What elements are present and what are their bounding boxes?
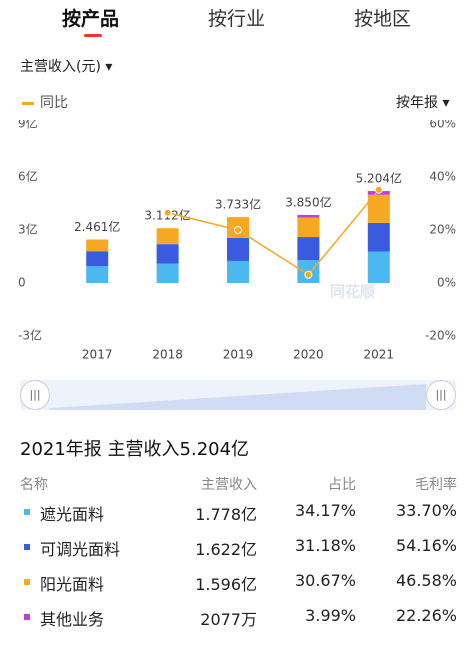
line-point <box>374 185 383 194</box>
chart: 同花顺 -3亿 0 3亿 6亿 9亿 -20% 0% 20% 40% 60% 2017 2.461亿 2… <box>18 120 456 362</box>
bar-segment <box>297 217 320 238</box>
total-label: 5.204亿 <box>356 171 402 186</box>
row-cell: 1.778亿 <box>195 505 257 524</box>
line-point <box>304 270 313 279</box>
metric-label: 主营收入(元) <box>20 59 101 75</box>
y-tick-label: 6亿 <box>18 169 38 184</box>
table-title: 2021年报 主营收入5.204亿 <box>20 439 250 460</box>
line-point <box>234 226 242 234</box>
row-cell: 1.622亿 <box>195 540 257 559</box>
x-tick-label: 2021 <box>364 348 395 362</box>
row-cell: 2077万 <box>200 610 257 629</box>
bar-segment <box>227 260 249 283</box>
bar-segment <box>86 239 109 252</box>
bar-segment <box>156 263 179 283</box>
row-name: 可调光面料 <box>40 540 121 559</box>
watermark: 同花顺 <box>330 283 375 301</box>
legend-dot <box>24 614 30 620</box>
legend-swatch <box>22 101 34 105</box>
legend-label: 同比 <box>40 95 68 111</box>
legend-dot <box>24 544 30 550</box>
table-header: 名称 <box>20 477 48 493</box>
y2-tick-label: 0% <box>437 276 456 290</box>
row-cell: 31.18% <box>294 536 356 555</box>
slider-handle[interactable]: ||| <box>20 380 50 410</box>
row-name: 阳光面料 <box>40 575 105 594</box>
x-tick-label: 2017 <box>82 348 113 362</box>
row-cell: 22.26% <box>395 606 457 625</box>
row-name: 其他业务 <box>40 610 105 629</box>
total-label: 2.461亿 <box>74 219 120 234</box>
slider-handle[interactable]: ||| <box>426 380 456 410</box>
row-cell: 34.17% <box>294 501 356 520</box>
tab-indicator <box>84 34 102 37</box>
x-tick-label: 2019 <box>223 348 254 362</box>
row-cell: 33.70% <box>395 501 457 520</box>
table-header: 毛利率 <box>415 477 457 493</box>
tab[interactable]: 按产品 <box>62 8 120 30</box>
y2-tick-label: 40% <box>429 170 456 184</box>
period-label: 按年报 <box>396 95 438 111</box>
row-cell: 30.67% <box>294 571 356 590</box>
table-header: 主营收入 <box>201 477 257 493</box>
slider-area <box>50 384 426 410</box>
metric-selector[interactable]: 主营收入(元) ▾ <box>20 59 113 75</box>
legend-dot <box>24 579 30 585</box>
y-tick-label: 3亿 <box>18 222 38 237</box>
tab[interactable]: 按地区 <box>354 8 412 30</box>
bar-segment <box>86 251 109 267</box>
total-label: 3.850亿 <box>285 194 331 209</box>
y2-tick-label: -20% <box>425 329 456 343</box>
legend-dot <box>24 509 30 515</box>
row-cell: 54.16% <box>395 536 457 555</box>
slider-preview <box>50 384 426 410</box>
bar-segment <box>297 237 320 261</box>
bar-segment <box>367 222 390 252</box>
legend: 同比 <box>22 92 68 112</box>
row-name: 遮光面料 <box>40 505 105 524</box>
bar-segment <box>156 228 179 245</box>
period-selector[interactable]: 按年报 ▾ <box>396 95 450 111</box>
y-tick-label: 9亿 <box>18 120 38 131</box>
x-tick-label: 2020 <box>293 348 324 362</box>
table-header: 占比 <box>328 477 356 493</box>
line-point <box>163 208 172 217</box>
bar-segment <box>156 244 179 264</box>
row-cell: 1.596亿 <box>195 575 257 594</box>
row-cell: 3.99% <box>305 606 356 625</box>
row-cell: 46.58% <box>395 571 457 590</box>
y-tick-label: -3亿 <box>18 328 42 343</box>
line <box>167 189 380 276</box>
y2-tick-label: 20% <box>429 223 456 237</box>
x-tick-label: 2018 <box>152 348 183 362</box>
bar-segment <box>297 214 320 218</box>
bar-segment <box>227 237 249 261</box>
tab[interactable]: 按行业 <box>208 8 266 30</box>
bar-segment <box>367 194 390 223</box>
y2-tick-label: 60% <box>429 120 456 131</box>
y-tick-label: 0 <box>18 276 26 290</box>
range-slider[interactable]: ||| ||| <box>20 380 456 410</box>
bar-segment <box>367 251 390 283</box>
total-label: 3.733亿 <box>215 197 261 212</box>
bar-segment <box>86 266 109 283</box>
